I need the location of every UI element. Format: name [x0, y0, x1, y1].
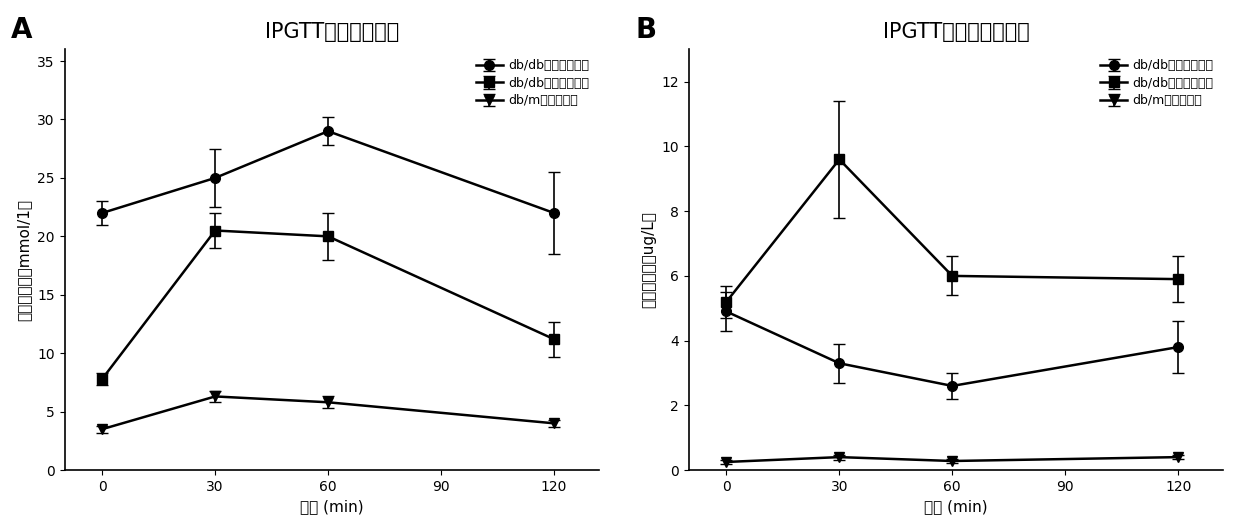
Title: IPGTT试验胰岛素水平: IPGTT试验胰岛素水平	[883, 22, 1029, 42]
Title: IPGTT试验血糖水平: IPGTT试验血糖水平	[265, 22, 399, 42]
X-axis label: 时间 (min): 时间 (min)	[300, 499, 363, 515]
Y-axis label: 胰岛素浓度（ug/L）: 胰岛素浓度（ug/L）	[641, 211, 656, 308]
Text: A: A	[11, 16, 32, 44]
Y-axis label: 葡萄糖浓度（mmol/1）: 葡萄糖浓度（mmol/1）	[16, 199, 32, 321]
Text: B: B	[635, 16, 656, 44]
Legend: db/db糖尿病对照组, db/db大黄酸治疗组, db/m正常对照组: db/db糖尿病对照组, db/db大黄酸治疗组, db/m正常对照组	[472, 56, 593, 111]
Legend: db/db糖尿病对照组, db/db大黄酸治疗组, db/m正常对照组: db/db糖尿病对照组, db/db大黄酸治疗组, db/m正常对照组	[1096, 56, 1218, 111]
X-axis label: 时间 (min): 时间 (min)	[924, 499, 988, 515]
